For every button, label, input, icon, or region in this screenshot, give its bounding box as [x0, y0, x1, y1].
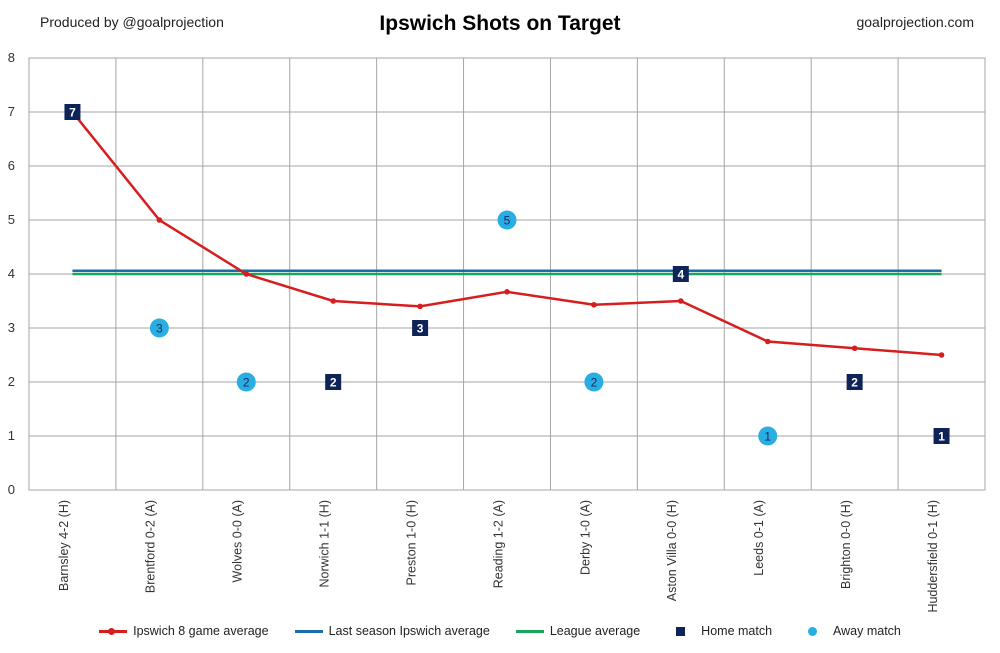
- legend-item-last-season: Last season Ipswich average: [294, 624, 490, 638]
- legend-item-away: Away match: [798, 624, 901, 638]
- chart-canvas: 0 1 2 3 4 5 6 7 8 Barnsley 4-2 (H) Brentford 0-2 (…: [8, 50, 986, 613]
- legend-label: Last season Ipswich average: [328, 624, 490, 638]
- legend-line-icon: [515, 629, 544, 633]
- y-tick-label: 0: [8, 482, 15, 497]
- legend-line-icon: [99, 627, 128, 635]
- site-credit: goalprojection.com: [856, 14, 974, 30]
- legend-line-icon: [294, 629, 323, 633]
- average-point: [851, 345, 858, 352]
- average-point: [764, 338, 771, 345]
- home-match-label: 3: [417, 322, 424, 336]
- y-tick-label: 7: [8, 104, 15, 119]
- x-tick-label: Wolves 0-0 (A): [231, 500, 245, 582]
- home-match-marker: [933, 428, 950, 444]
- away-match-label: 3: [156, 322, 163, 336]
- home-match-marker: [672, 266, 689, 282]
- away-match-marker: [497, 210, 517, 230]
- average-point: [591, 301, 597, 308]
- circle-marker-icon: [808, 626, 818, 636]
- average-point: [938, 352, 945, 358]
- x-tick-label: Brentford 0-2 (A): [144, 500, 158, 593]
- square-marker-icon: [676, 626, 686, 636]
- x-tick-label: Brighton 0-0 (H): [839, 500, 853, 589]
- home-match-label: 4: [677, 268, 684, 282]
- home-match-marker: [412, 320, 429, 336]
- x-tick-label: Reading 1-2 (A): [491, 500, 505, 588]
- x-tick-label: Derby 1-0 (A): [578, 500, 592, 575]
- average-point: [243, 271, 250, 277]
- average-point: [678, 298, 684, 304]
- home-match-marker: [64, 104, 81, 120]
- x-tick-label: Barnsley 4-2 (H): [57, 500, 71, 591]
- legend-label: Ipswich 8 game average: [133, 624, 269, 638]
- y-tick-label: 5: [8, 212, 15, 227]
- y-tick-label: 2: [8, 374, 15, 389]
- home-match-label: 2: [851, 376, 858, 390]
- y-tick-label: 4: [8, 266, 15, 281]
- legend-label: Home match: [701, 624, 773, 638]
- away-match-label: 1: [764, 430, 771, 444]
- away-match-label: 5: [504, 214, 511, 228]
- away-match-label: 2: [243, 376, 250, 390]
- x-tick-label: Huddersfield 0-1 (H): [926, 500, 940, 613]
- legend: Ipswich 8 game average Last season Ipswi…: [0, 624, 1000, 638]
- legend-label: League average: [549, 624, 641, 638]
- y-tick-label: 1: [8, 428, 15, 443]
- x-tick-label: Leeds 0-1 (A): [752, 500, 766, 576]
- average-point: [504, 289, 510, 295]
- away-match-marker: [758, 426, 778, 446]
- y-tick-label: 8: [8, 50, 15, 65]
- average-point: [156, 217, 163, 223]
- legend-item-home: Home match: [666, 624, 772, 638]
- x-tick-label: Aston Villa 0-0 (H): [665, 500, 679, 601]
- average-point: [330, 298, 336, 304]
- home-match-label: 7: [69, 106, 76, 120]
- away-match-marker: [584, 372, 604, 392]
- home-match-label: 2: [330, 376, 337, 390]
- y-tick-label: 6: [8, 158, 15, 173]
- legend-label: Away match: [833, 624, 901, 638]
- chart-title: Ipswich Shots on Target: [379, 12, 621, 35]
- home-match-marker: [325, 374, 342, 390]
- home-match-label: 1: [938, 430, 945, 444]
- producer-credit: Produced by @goalprojection: [40, 14, 224, 30]
- away-match-label: 2: [591, 376, 598, 390]
- legend-item-league: League average: [515, 624, 641, 638]
- home-match-marker: [846, 374, 863, 390]
- legend-item-average: Ipswich 8 game average: [99, 624, 269, 638]
- average-point: [417, 303, 423, 310]
- y-tick-label: 3: [8, 320, 15, 335]
- x-tick-label: Norwich 1-1 (H): [318, 500, 332, 588]
- away-match-marker: [149, 318, 169, 338]
- away-match-marker: [236, 372, 256, 392]
- x-tick-label: Preston 1-0 (H): [404, 500, 418, 585]
